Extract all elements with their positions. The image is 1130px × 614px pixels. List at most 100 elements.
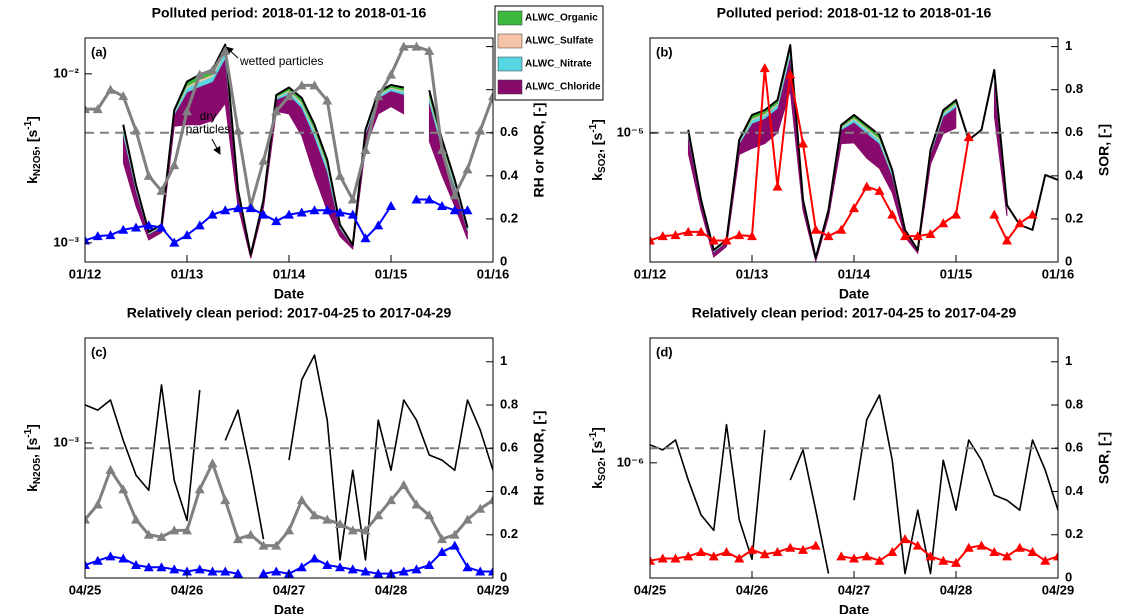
triangle-marker <box>798 138 808 148</box>
y-tick-label: 10⁻⁶ <box>617 454 644 469</box>
panel-label: (c) <box>91 344 107 359</box>
triangle-marker <box>156 531 167 541</box>
triangle-marker <box>411 564 422 574</box>
triangle-marker <box>347 525 358 535</box>
triangle-marker <box>373 91 384 101</box>
y2-axis-label: SOR, [-] <box>1096 124 1112 176</box>
legend-swatch <box>497 33 523 49</box>
legend-swatch <box>497 56 523 72</box>
triangle-marker <box>105 84 116 94</box>
triangle-marker <box>92 104 103 114</box>
triangle-marker <box>989 209 1000 219</box>
x-axis-label: Date <box>274 602 305 614</box>
triangle-marker <box>131 560 141 570</box>
triangle-marker <box>772 181 783 191</box>
x-tick-label: 04/28 <box>375 582 408 597</box>
y-label-sup: -1 <box>23 428 34 437</box>
triangle-marker <box>861 551 872 561</box>
x-tick-label: 04/25 <box>634 582 667 597</box>
x-tick-label: 01/12 <box>634 266 667 281</box>
dry-baseline <box>122 101 468 259</box>
triangle-marker <box>309 553 320 563</box>
triangle-marker <box>194 220 205 230</box>
chart-title: Relatively clean period: 2017-04-25 to 2… <box>692 305 1017 321</box>
triangle-marker <box>296 495 307 505</box>
stack-area <box>122 51 405 256</box>
triangle-marker <box>220 566 231 576</box>
triangle-marker <box>309 510 320 520</box>
triangle-marker <box>271 216 282 226</box>
triangle-marker <box>887 547 898 557</box>
triangle-marker <box>156 185 167 195</box>
y2-tick-label: 0 <box>1065 253 1072 268</box>
k-line <box>687 44 1058 259</box>
triangle-marker <box>143 220 154 230</box>
x-tick-label: 04/29 <box>477 582 510 597</box>
triangle-marker <box>951 557 961 567</box>
triangle-marker <box>245 203 256 213</box>
triangle-marker <box>360 145 371 154</box>
triangle-marker <box>335 518 345 528</box>
triangle-marker <box>424 510 435 520</box>
triangle-marker <box>233 568 243 578</box>
y-label-sup: -1 <box>23 120 34 129</box>
triangle-marker <box>169 564 180 574</box>
triangle-marker <box>233 534 243 544</box>
triangle-marker <box>925 551 936 561</box>
legend-swatch <box>497 10 523 26</box>
triangle-marker <box>85 104 90 114</box>
y2-tick-label: 0.8 <box>1065 81 1083 96</box>
axes-frame <box>649 337 1059 579</box>
y-label-unit: , [s <box>589 441 605 461</box>
triangle-marker <box>131 514 141 524</box>
triangle-marker <box>386 69 396 79</box>
x-axis-label: Date <box>839 602 870 614</box>
triangle-marker <box>696 226 706 236</box>
triangle-marker <box>963 542 974 552</box>
triangle-marker <box>488 566 493 576</box>
y2-axis-label: RH or NOR, [-] <box>531 103 547 198</box>
triangle-marker <box>118 484 129 494</box>
triangle-marker <box>322 560 333 570</box>
triangle-marker <box>220 205 231 215</box>
triangle-marker <box>398 41 409 51</box>
triangle-marker <box>105 464 116 474</box>
k-line <box>122 43 469 256</box>
triangle-marker <box>386 201 396 210</box>
annotation: dry <box>200 109 217 123</box>
triangle-marker <box>785 542 796 552</box>
triangle-marker <box>683 551 694 561</box>
triangle-marker <box>182 106 192 116</box>
triangle-marker <box>1002 235 1012 245</box>
triangle-marker <box>131 125 141 135</box>
y-axis-label: kSO2, [s-1] <box>588 427 608 489</box>
triangle-marker <box>220 495 231 505</box>
triangle-marker <box>335 562 345 572</box>
triangle-marker <box>734 553 745 563</box>
triangle-marker <box>271 540 282 550</box>
chart-title: Relatively clean period: 2017-04-25 to 2… <box>127 305 452 321</box>
triangle-marker <box>85 235 90 245</box>
x-axis-label: Date <box>274 286 305 302</box>
triangle-marker <box>296 80 307 90</box>
triangle-marker <box>759 549 770 559</box>
y2-tick-label: 0.2 <box>500 526 518 541</box>
triangle-marker <box>131 222 141 232</box>
y2-tick-label: 0.6 <box>500 124 518 139</box>
triangle-marker <box>1027 209 1038 219</box>
triangle-marker <box>284 91 294 101</box>
x-tick-label: 01/13 <box>736 266 769 281</box>
triangle-marker <box>143 562 154 572</box>
x-tick-label: 04/25 <box>69 582 102 597</box>
y2-tick-label: 0.6 <box>500 440 518 455</box>
triangle-marker <box>322 205 333 215</box>
triangle-marker <box>347 194 358 204</box>
y-axis-label: kN2O5, [s-1] <box>23 116 43 184</box>
triangle-marker <box>810 224 821 234</box>
triangle-marker <box>258 155 269 165</box>
triangle-marker <box>696 547 706 557</box>
triangle-marker <box>156 222 167 232</box>
panel-label: (b) <box>656 44 673 59</box>
triangle-marker <box>309 205 320 215</box>
